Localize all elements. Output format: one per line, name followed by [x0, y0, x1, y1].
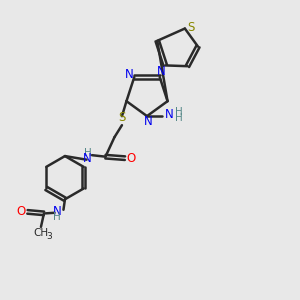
Text: H: H: [175, 106, 183, 117]
Text: N: N: [83, 152, 92, 165]
Text: N: N: [144, 115, 153, 128]
Text: H: H: [53, 212, 61, 222]
Text: H: H: [175, 112, 183, 123]
Text: N: N: [165, 108, 174, 121]
Text: O: O: [17, 206, 26, 218]
Text: N: N: [157, 65, 166, 78]
Text: 3: 3: [46, 232, 52, 241]
Text: N: N: [52, 205, 61, 218]
Text: H: H: [84, 148, 91, 158]
Text: S: S: [118, 111, 126, 124]
Text: S: S: [187, 20, 195, 34]
Text: N: N: [124, 68, 133, 81]
Text: O: O: [126, 152, 136, 165]
Text: CH: CH: [33, 228, 49, 238]
